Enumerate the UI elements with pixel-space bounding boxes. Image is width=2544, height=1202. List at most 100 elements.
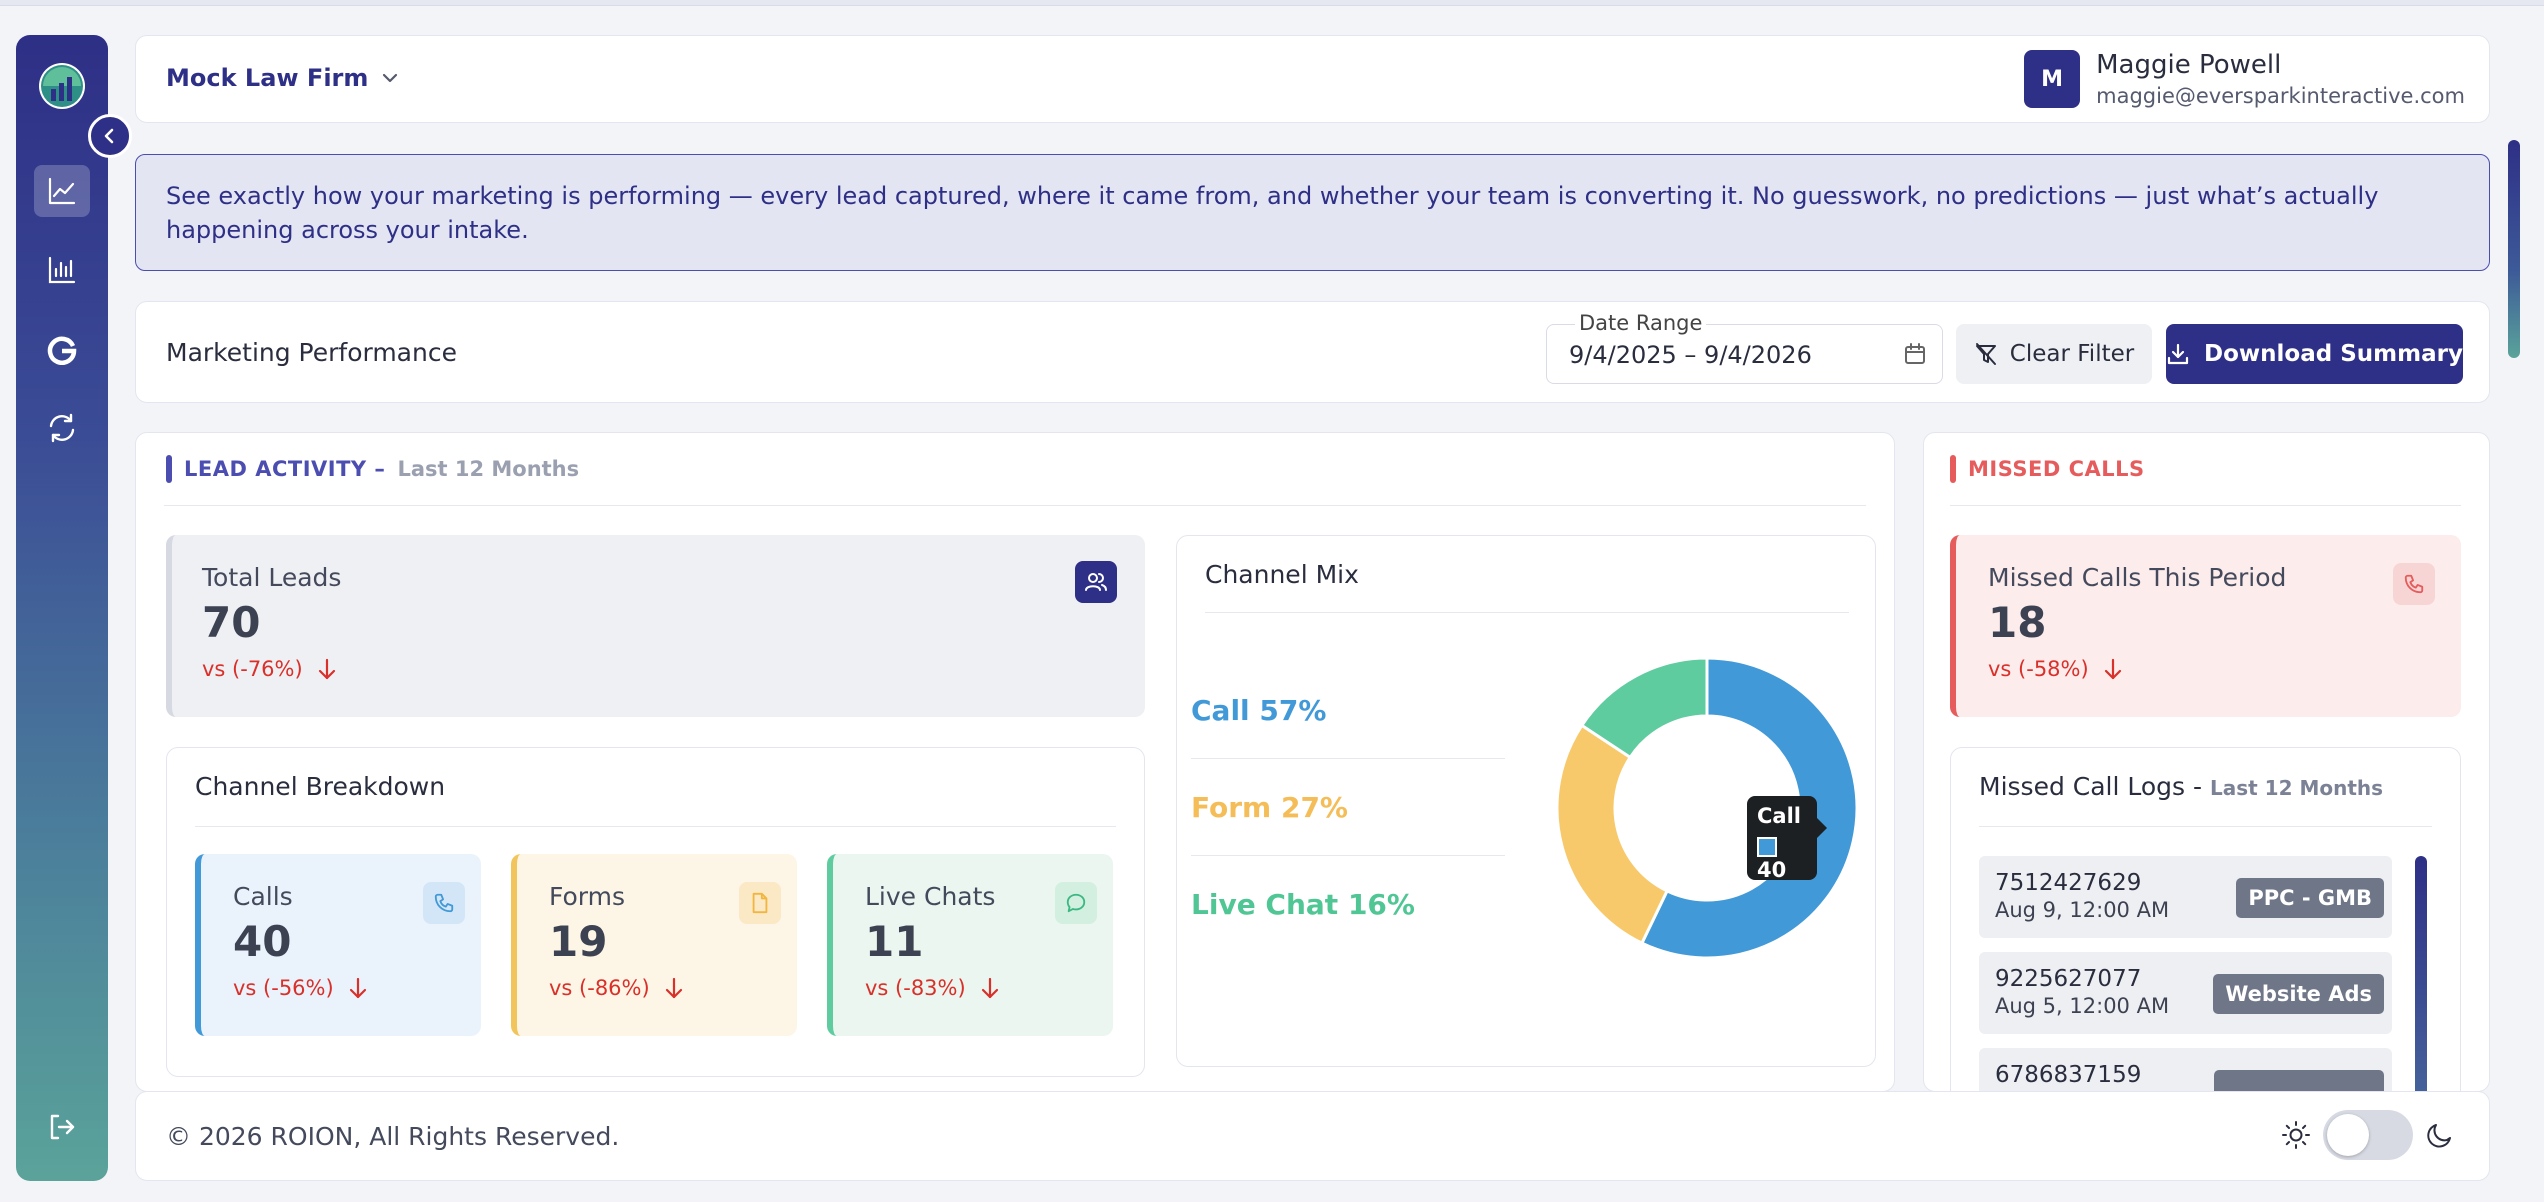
app-logo-icon[interactable] [39,63,85,109]
sun-icon [2282,1121,2310,1149]
arrow-down-icon [349,977,366,999]
logout-icon [50,1114,75,1140]
moon-icon [2427,1124,2451,1148]
missed-call-logs-title: Missed Call Logs - [1979,772,2203,801]
live-chats-value: 11 [865,917,924,966]
chevron-down-icon [383,73,398,83]
log-source-badge [2214,1070,2384,1091]
forms-card: Forms 19 vs (-86%) [511,854,797,1036]
refresh-icon [49,413,75,443]
clear-filter-button[interactable]: Clear Filter [1956,324,2152,384]
live-chats-delta: vs (-83%) [865,976,1113,1000]
logs-scrollbar[interactable] [2415,856,2427,1091]
pie-slice-form[interactable] [1555,723,1670,946]
pie-slice-call[interactable] [1639,656,1859,960]
calls-delta: vs (-56%) [233,976,481,1000]
log-phone-number: 7512427629 [1995,870,2142,896]
log-source-badge: PPC - GMB [2236,878,2384,918]
missed-call-logs-heading: Missed Call Logs - Last 12 Months [1979,772,2383,801]
legend-call-label: Call 57% [1191,694,1327,727]
sidebar-item-google[interactable] [34,323,90,375]
footer: © 2026 ROION, All Rights Reserved. [135,1091,2490,1181]
date-range-value: 9/4/2025 – 9/4/2026 [1569,341,1812,369]
trend-chart-icon [48,177,76,205]
divider [195,826,1116,827]
sidebar-item-performance[interactable] [34,165,90,217]
live-chats-card: Live Chats 11 vs (-83%) [827,854,1113,1036]
missed-calls-panel: MISSED CALLS Missed Calls This Period 18… [1923,432,2490,1092]
missed-calls-heading: MISSED CALLS [1950,455,2145,483]
lead-activity-panel: LEAD ACTIVITY – Last 12 Months Total Lea… [135,432,1895,1092]
sidebar-item-reports[interactable] [34,244,90,296]
calendar-icon [1905,343,1925,364]
calls-value: 40 [233,917,292,966]
missed-calls-kpi-label: Missed Calls This Period [1988,563,2287,592]
legend-call[interactable]: Call 57% [1191,694,1505,727]
page-title: Marketing Performance [166,338,457,367]
tooltip-swatch [1757,837,1777,857]
divider [1191,855,1505,856]
calls-delta-text: vs (-56%) [233,976,334,1000]
list-item[interactable]: 6786837159 [1979,1048,2392,1091]
log-date: Aug 5, 12:00 AM [1995,994,2170,1018]
list-item[interactable]: 7512427629 Aug 9, 12:00 AM PPC - GMB [1979,856,2392,938]
divider [1191,758,1505,759]
calls-card: Calls 40 vs (-56%) [195,854,481,1036]
legend-form[interactable]: Form 27% [1191,791,1505,824]
missed-calls-kpi-value: 18 [1988,598,2047,647]
download-summary-button[interactable]: Download Summary [2166,324,2463,384]
total-leads-delta-text: vs (-76%) [202,657,303,681]
document-icon [739,882,781,924]
user-email: maggie@eversparkinteractive.com [2096,84,2465,108]
chevron-left-icon [104,128,114,144]
lead-activity-heading: LEAD ACTIVITY – Last 12 Months [166,455,579,483]
forms-delta-text: vs (-86%) [549,976,650,1000]
total-leads-card: Total Leads 70 vs (-76%) [166,535,1145,717]
avatar: M [2024,50,2081,108]
arrow-down-icon [318,658,335,680]
legend-live-chat[interactable]: Live Chat 16% [1191,888,1505,921]
live-chats-label: Live Chats [865,882,996,911]
channel-mix-title: Channel Mix [1205,560,1359,589]
theme-switch [2281,1110,2455,1160]
theme-toggle[interactable] [2323,1110,2413,1160]
page-scrollbar[interactable] [2508,140,2520,358]
sidebar-item-sync[interactable] [34,402,90,454]
total-leads-delta: vs (-76%) [202,657,341,681]
log-phone-number: 9225627077 [1995,966,2142,992]
missed-calls-kpi-card: Missed Calls This Period 18 vs (-58%) [1950,535,2461,717]
total-leads-value: 70 [202,598,261,647]
tooltip-value: 40 [1757,858,1787,882]
user-menu[interactable]: M Maggie Powell maggie@eversparkinteract… [2024,50,2465,108]
copyright-text: © 2026 ROION, All Rights Reserved. [166,1122,620,1151]
legend-live-chat-label: Live Chat 16% [1191,888,1415,921]
channel-breakdown-card: Channel Breakdown Calls 40 vs (-56%) For… [166,747,1145,1077]
missed-calls-title: MISSED CALLS [1968,457,2145,481]
total-leads-label: Total Leads [202,563,342,592]
google-icon [47,336,77,365]
users-icon [1075,561,1117,603]
divider [1205,612,1849,613]
log-date: Aug 9, 12:00 AM [1995,898,2170,922]
channel-mix-donut-chart[interactable] [1547,648,1867,968]
channel-breakdown-title: Channel Breakdown [195,772,446,801]
lead-activity-title: LEAD ACTIVITY – [184,457,386,481]
calls-label: Calls [233,882,293,911]
firm-selector[interactable]: Mock Law Firm [166,64,400,92]
heading-accent-bar [1950,455,1956,483]
pie-slice-live-chat[interactable] [1579,656,1709,760]
sidebar-collapse-button[interactable] [88,114,132,158]
chart-tooltip: Call 40 [1747,796,1827,882]
window-top-edge [0,0,2544,6]
list-item[interactable]: 9225627077 Aug 5, 12:00 AM Website Ads [1979,952,2392,1034]
sidebar-item-logout[interactable] [34,1101,90,1153]
heading-accent-bar [166,455,172,483]
top-header: Mock Law Firm M Maggie Powell maggie@eve… [135,35,2490,123]
marketing-performance-bar: Marketing Performance Date Range 9/4/202… [135,301,2490,403]
arrow-down-icon [2104,658,2121,680]
phone-missed-icon [2393,563,2435,605]
chat-icon [1055,882,1097,924]
date-range-picker[interactable]: Date Range 9/4/2025 – 9/4/2026 [1546,311,1943,384]
info-banner: See exactly how your marketing is perfor… [135,154,2490,271]
missed-call-logs-card: Missed Call Logs - Last 12 Months 751242… [1950,747,2461,1091]
